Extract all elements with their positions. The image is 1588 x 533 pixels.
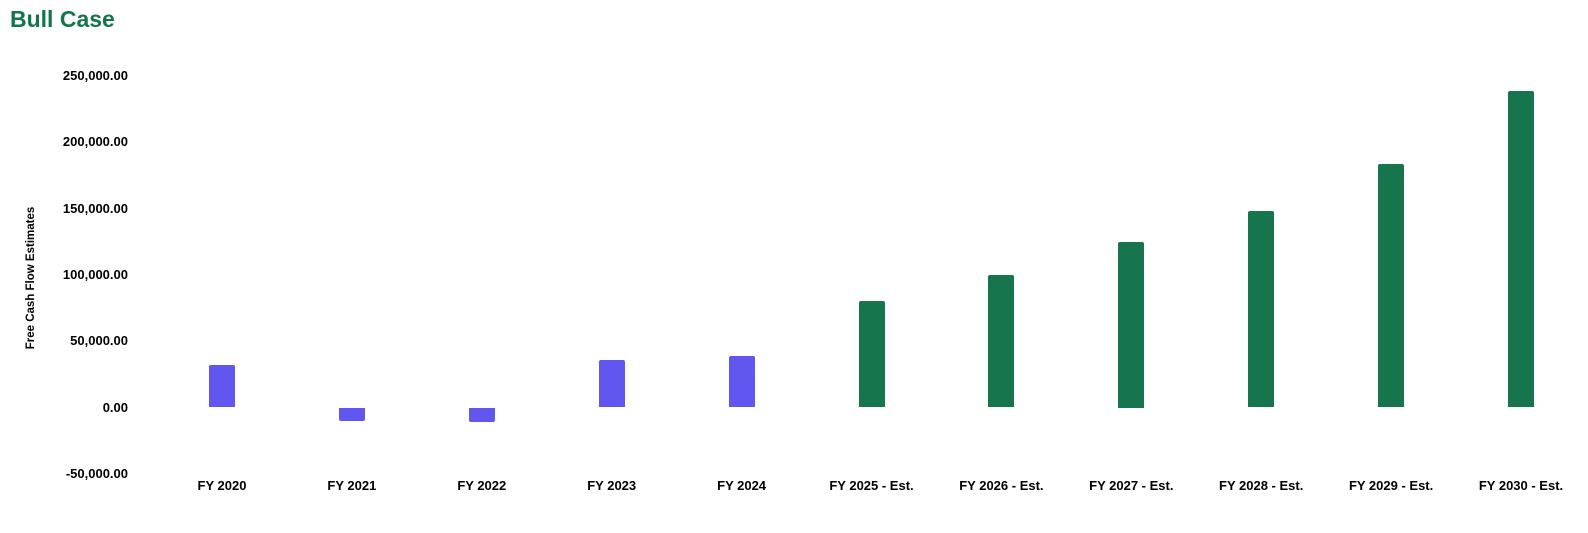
y-tick-label: 0.00 <box>102 399 128 415</box>
x-axis-label: FY 2022 <box>457 478 507 493</box>
x-axis-label: FY 2020 <box>197 478 247 493</box>
bar-fy-2020 <box>209 365 235 408</box>
x-axis-label: FY 2025 - Est. <box>829 478 914 493</box>
x-axis-label: FY 2024 <box>717 478 767 493</box>
bar-fy-2027-est <box>1118 241 1145 408</box>
y-tick-label: 150,000.00 <box>62 200 128 216</box>
x-axis-label: FY 2028 - Est. <box>1219 478 1304 493</box>
x-axis-label: FY 2023 <box>587 478 637 493</box>
chart-title: Bull Case <box>10 6 115 32</box>
y-tick-label: 100,000.00 <box>62 266 128 282</box>
y-tick-label: 50,000.00 <box>70 333 128 349</box>
bar-fy-2026-est <box>988 274 1015 408</box>
y-tick-label: 200,000.00 <box>62 134 128 150</box>
x-axis-label: FY 2026 - Est. <box>959 478 1044 493</box>
x-axis-label: FY 2030 - Est. <box>1478 478 1564 493</box>
bar-fy-2022 <box>468 407 495 423</box>
bar-fy-2025-est <box>858 300 885 408</box>
y-tick-label: -50,000.00 <box>65 465 128 481</box>
bar-fy-2029-est <box>1378 164 1405 408</box>
bar-fy-2024 <box>728 355 755 408</box>
x-axis-label: FY 2029 - Est. <box>1348 478 1434 493</box>
bar-fy-2030-est <box>1508 90 1534 408</box>
y-tick-label: 250,000.00 <box>62 68 128 83</box>
bar-fy-2028-est <box>1248 210 1275 408</box>
bar-fy-2023 <box>598 360 625 408</box>
x-axis-label: FY 2021 <box>327 478 377 493</box>
x-axis-label: FY 2027 - Est. <box>1089 478 1174 493</box>
bar-fy-2021 <box>338 407 365 421</box>
